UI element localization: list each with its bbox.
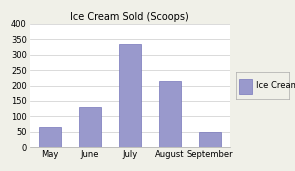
Bar bbox=[39, 127, 61, 147]
Title: Ice Cream Sold (Scoops): Ice Cream Sold (Scoops) bbox=[71, 12, 189, 22]
Bar bbox=[199, 132, 221, 147]
FancyBboxPatch shape bbox=[239, 79, 252, 94]
Bar bbox=[159, 81, 181, 147]
Text: Ice Cream: Ice Cream bbox=[256, 81, 295, 90]
Bar bbox=[119, 44, 141, 147]
Bar bbox=[79, 107, 101, 147]
